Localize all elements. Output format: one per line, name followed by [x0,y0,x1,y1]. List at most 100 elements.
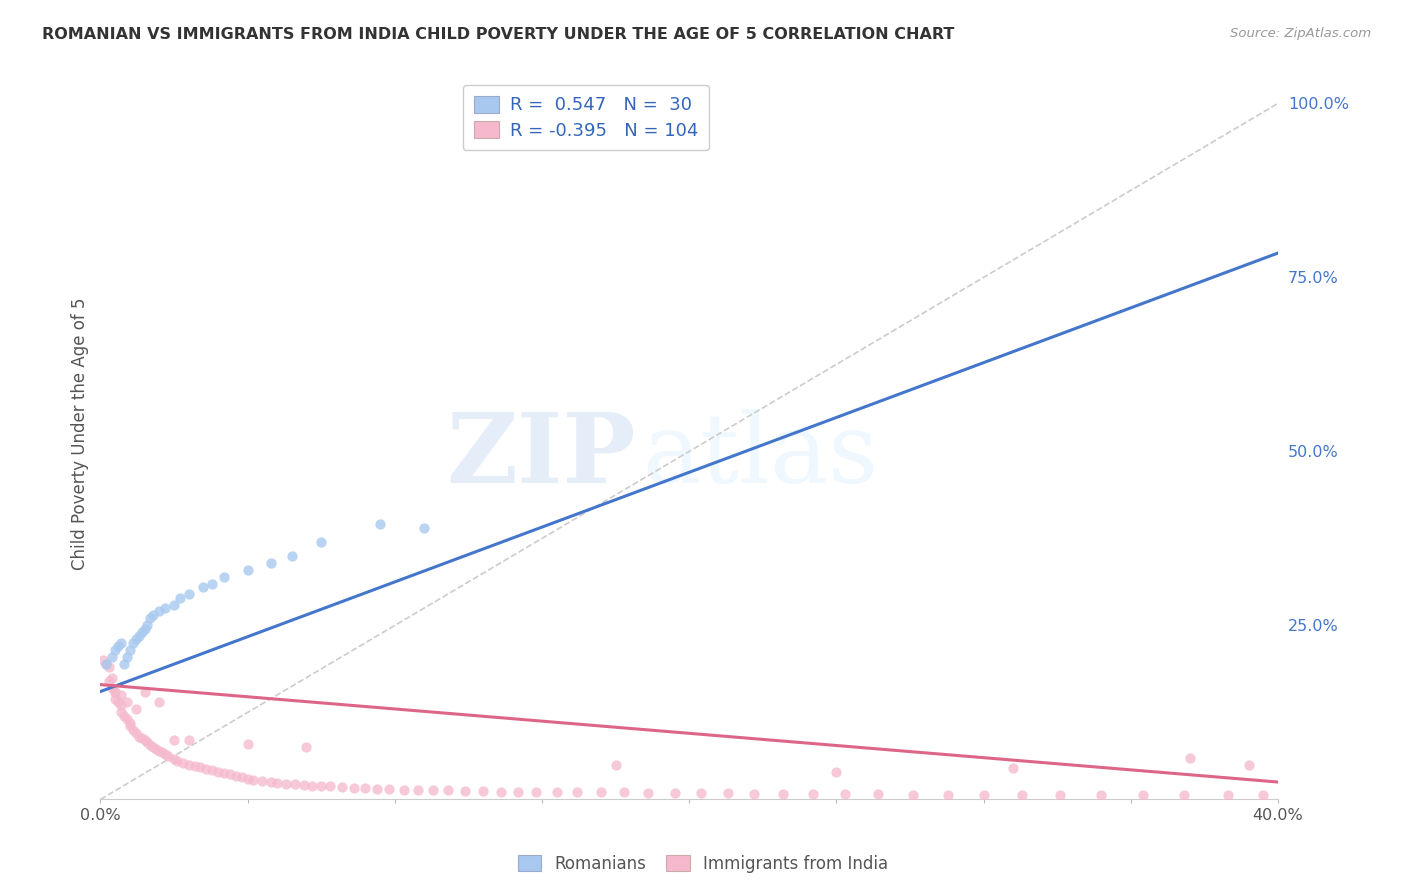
Point [212,766,235,780]
Point [142,607,165,622]
Point [260,775,283,789]
Text: Source: ZipAtlas.com: Source: ZipAtlas.com [1230,27,1371,40]
Point [193,580,215,594]
Point [163,752,186,766]
Point [183,759,205,773]
Point [1090,789,1112,803]
Point [125,726,148,740]
Point [378,782,401,797]
Point [801,787,824,801]
Point [98,660,121,674]
Point [195,762,218,776]
Point [190,760,212,774]
Point [1178,750,1201,764]
Point [392,782,415,797]
Point [309,779,332,793]
Point [148,695,170,709]
Point [973,788,995,802]
Point [742,787,765,801]
Point [134,684,156,698]
Point [236,737,259,751]
Point [134,622,156,636]
Point [115,649,138,664]
Point [169,591,191,605]
Point [295,740,318,755]
Point [134,733,156,747]
Point [118,715,141,730]
Point [1002,761,1025,775]
Point [166,754,188,768]
Point [413,521,436,535]
Point [131,731,153,746]
Point [242,772,264,787]
Point [1049,788,1071,802]
Point [110,698,132,713]
Point [118,719,141,733]
Point [834,787,856,801]
Point [98,674,121,689]
Point [121,636,143,650]
Point [1216,789,1239,803]
Point [330,780,353,794]
Point [121,723,143,737]
Point [613,785,636,799]
Point [145,742,167,756]
Point [104,691,127,706]
Point [301,779,323,793]
Point [236,563,259,577]
Legend: Romanians, Immigrants from India: Romanians, Immigrants from India [512,848,894,880]
Point [260,556,283,570]
Point [104,642,127,657]
Point [212,570,235,584]
Point [139,611,162,625]
Point [1173,789,1195,803]
Point [201,576,224,591]
Point [101,681,124,695]
Point [284,777,307,791]
Point [280,549,302,563]
Point [546,785,568,799]
Point [219,767,242,781]
Point [96,657,118,671]
Point [110,688,132,702]
Point [408,782,430,797]
Point [637,786,659,800]
Point [292,778,315,792]
Text: atlas: atlas [643,409,879,503]
Point [589,785,612,799]
Point [128,629,150,643]
Point [125,632,148,647]
Point [201,763,224,777]
Point [207,764,229,779]
Point [605,757,627,772]
Point [1237,757,1260,772]
Point [112,709,135,723]
Point [101,671,124,685]
Point [454,784,477,798]
Legend: R =  0.547   N =  30, R = -0.395   N = 104: R = 0.547 N = 30, R = -0.395 N = 104 [463,85,709,151]
Point [177,733,200,747]
Point [139,738,162,752]
Point [508,785,530,799]
Point [690,786,713,800]
Point [231,770,253,784]
Point [104,684,127,698]
Point [177,757,200,772]
Point [309,534,332,549]
Point [772,787,794,801]
Point [91,653,114,667]
Point [118,642,141,657]
Point [472,784,495,798]
Point [131,625,153,640]
Point [104,684,127,698]
Point [567,785,589,799]
Point [115,695,138,709]
Point [107,695,129,709]
Point [96,657,118,671]
Point [1132,789,1154,803]
Point [236,772,259,786]
Point [901,788,924,802]
Point [142,740,165,755]
Point [177,587,200,601]
Point [136,735,159,749]
